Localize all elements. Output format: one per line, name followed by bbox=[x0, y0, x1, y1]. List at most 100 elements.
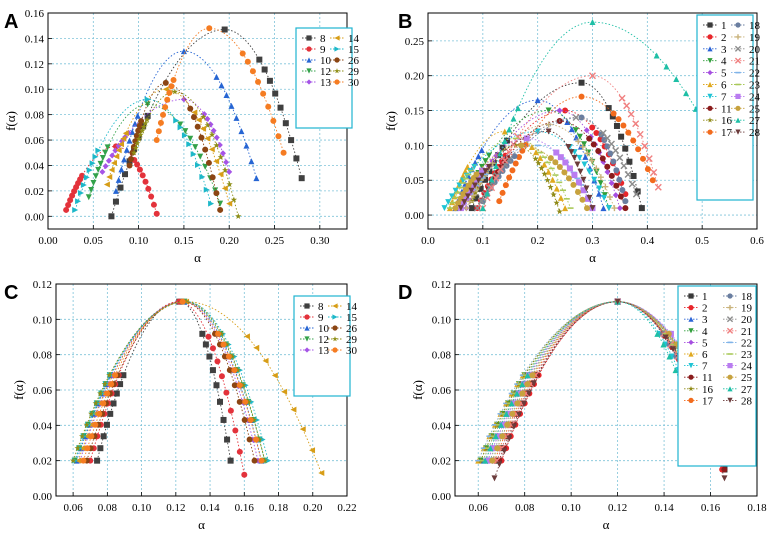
data-point bbox=[556, 181, 563, 184]
data-point bbox=[236, 382, 243, 389]
fit-curve bbox=[133, 91, 239, 217]
data-point bbox=[636, 130, 644, 138]
data-point bbox=[616, 205, 623, 212]
y-axis-label: f(α) bbox=[3, 111, 18, 131]
legend-label: 23 bbox=[749, 80, 761, 92]
fit-curve bbox=[77, 301, 322, 474]
data-point bbox=[595, 148, 602, 155]
legend-label: 20 bbox=[741, 314, 753, 326]
legend-label: 12 bbox=[320, 66, 331, 78]
data-point bbox=[654, 183, 662, 191]
data-point bbox=[223, 91, 230, 98]
data-point bbox=[517, 383, 524, 385]
data-point bbox=[213, 134, 220, 141]
data-point bbox=[157, 119, 164, 126]
data-point bbox=[92, 421, 99, 428]
legend-marker bbox=[727, 293, 733, 299]
data-point bbox=[200, 113, 207, 120]
data-point bbox=[485, 447, 492, 450]
data-point bbox=[142, 120, 149, 127]
legend-item-26: 26 bbox=[328, 323, 358, 335]
data-point bbox=[552, 159, 559, 166]
x-tick-label: 0.08 bbox=[98, 502, 118, 514]
data-point bbox=[170, 76, 177, 83]
data-point bbox=[275, 133, 282, 140]
data-point bbox=[602, 183, 609, 190]
data-point bbox=[72, 206, 79, 213]
legend-marker bbox=[727, 353, 733, 355]
legend-label: 10 bbox=[320, 55, 332, 67]
data-point bbox=[501, 156, 509, 164]
panel-D: D 0.06 0.08 0.10 0.12 0.14 0.16 0.18 0.00 0.02 0.0… bbox=[398, 279, 767, 532]
panel-A: A 0.00 0.05 0.10 0.15 0.20 0.25 0.30 0.00 0.02 0.0… bbox=[3, 8, 360, 265]
data-point bbox=[615, 116, 622, 123]
data-point bbox=[638, 205, 645, 212]
data-point bbox=[482, 457, 489, 464]
data-point bbox=[478, 167, 485, 174]
data-point bbox=[465, 189, 472, 196]
data-point bbox=[265, 457, 272, 464]
data-point bbox=[525, 390, 532, 397]
data-point bbox=[121, 156, 128, 163]
series-29 bbox=[70, 298, 268, 464]
data-point bbox=[562, 159, 569, 166]
legend-label: 19 bbox=[741, 303, 753, 315]
data-point bbox=[622, 191, 629, 198]
data-point bbox=[487, 445, 494, 452]
data-point bbox=[457, 205, 464, 212]
data-point bbox=[115, 176, 122, 183]
data-point bbox=[579, 143, 586, 150]
data-point bbox=[132, 144, 139, 151]
x-axis-label: α bbox=[589, 250, 596, 265]
legend-label: 29 bbox=[348, 66, 360, 78]
data-point bbox=[486, 435, 493, 438]
data-point bbox=[97, 445, 104, 452]
data-point bbox=[298, 175, 305, 182]
data-point bbox=[198, 134, 205, 141]
data-point bbox=[491, 475, 498, 482]
series-7 bbox=[441, 128, 612, 212]
data-point bbox=[537, 154, 544, 161]
data-point bbox=[575, 138, 582, 145]
data-point bbox=[234, 366, 241, 373]
data-point bbox=[209, 345, 216, 352]
data-point bbox=[94, 457, 101, 464]
data-point bbox=[572, 114, 580, 122]
data-point bbox=[584, 150, 591, 157]
data-point bbox=[456, 182, 463, 189]
data-point bbox=[471, 182, 478, 189]
legend-item-2: 2 bbox=[703, 32, 727, 44]
data-point bbox=[277, 104, 284, 111]
data-point bbox=[202, 341, 209, 348]
data-point bbox=[512, 137, 519, 140]
data-point bbox=[97, 390, 104, 397]
data-point bbox=[492, 174, 500, 182]
legend-label: 13 bbox=[318, 345, 330, 357]
x-tick-label: 0.30 bbox=[310, 235, 330, 247]
data-point bbox=[556, 164, 563, 171]
legend-item-1: 1 bbox=[684, 291, 708, 303]
data-point bbox=[96, 410, 103, 417]
data-point bbox=[618, 94, 626, 102]
data-point bbox=[79, 432, 86, 439]
data-point bbox=[95, 166, 102, 173]
data-point bbox=[241, 416, 248, 423]
fit-curve bbox=[89, 301, 245, 475]
data-point bbox=[486, 168, 493, 175]
data-point bbox=[496, 165, 504, 173]
legend-marker bbox=[304, 314, 310, 320]
data-point bbox=[197, 153, 204, 160]
data-point bbox=[545, 121, 552, 128]
legend-item-2: 2 bbox=[684, 303, 708, 315]
data-point bbox=[218, 82, 225, 89]
x-tick-label: 0.15 bbox=[174, 235, 194, 247]
data-point bbox=[242, 398, 249, 405]
legend-label: 28 bbox=[741, 395, 753, 407]
legend-marker bbox=[334, 79, 340, 85]
legend-item-7: 7 bbox=[684, 361, 708, 373]
data-point bbox=[589, 19, 596, 26]
data-point bbox=[520, 381, 527, 388]
data-point bbox=[482, 158, 489, 165]
data-point bbox=[136, 166, 143, 173]
data-point bbox=[216, 142, 223, 149]
